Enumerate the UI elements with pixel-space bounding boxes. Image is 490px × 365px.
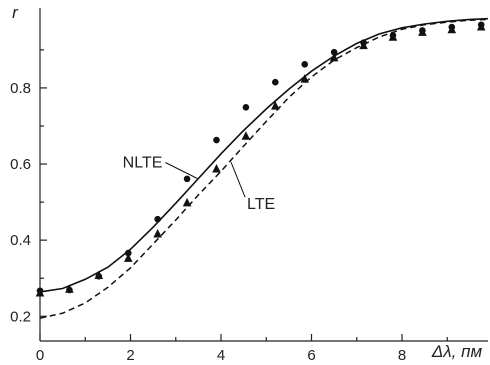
x-tick-label: 0 [36,347,44,364]
y-tick-label: 0.2 [10,308,31,325]
y-tick-label: 0.6 [10,156,31,173]
nlte-leader-line [165,162,198,179]
triangle-marker [182,197,192,207]
lte-label: LTE [247,196,275,213]
circle-marker [213,136,220,144]
triangle-marker [212,163,221,173]
x-tick-label: 6 [307,347,315,364]
curves [39,17,489,319]
triangle-marker [241,131,251,140]
triangle-marker [329,52,339,62]
triangle-marker [35,288,45,297]
triangle-marker [359,40,368,50]
triangle-marker [447,24,457,34]
circle-marker [154,215,161,223]
triangle-marker [153,229,162,238]
circle-marker [272,78,279,86]
triangle-marker [476,22,486,31]
circle-marker [301,61,309,68]
x-axis-label: Δλ, пм [431,342,483,361]
nlte-curve [39,17,489,293]
triangle-marker [271,101,280,110]
y-axis-label: r [12,3,19,22]
triangle-marker [418,27,427,36]
x-tick-label: 4 [217,347,225,364]
axes: 0 2 4 6 8 0.2 0.4 0.6 0.8 Δλ, пм r [10,3,488,364]
triangle-marker [65,284,74,293]
lte-leader-line [230,162,246,198]
x-tick-label: 8 [398,347,406,364]
triangle-marker [300,74,310,83]
circle-marker [124,249,132,257]
y-tick-label: 0.8 [10,80,31,97]
labels: NLTE LTE [123,154,276,213]
x-tick-label: 2 [126,347,134,364]
triangle-marker [388,32,398,41]
circle-marker [330,48,338,56]
y-tick-label: 0.4 [10,232,31,249]
lte-curve [39,18,489,319]
markers [35,21,486,297]
circle-marker [183,175,191,183]
triangle-marker [94,270,104,280]
nlte-label: NLTE [123,154,163,171]
triangle-marker [123,253,133,262]
circle-marker [242,104,250,111]
